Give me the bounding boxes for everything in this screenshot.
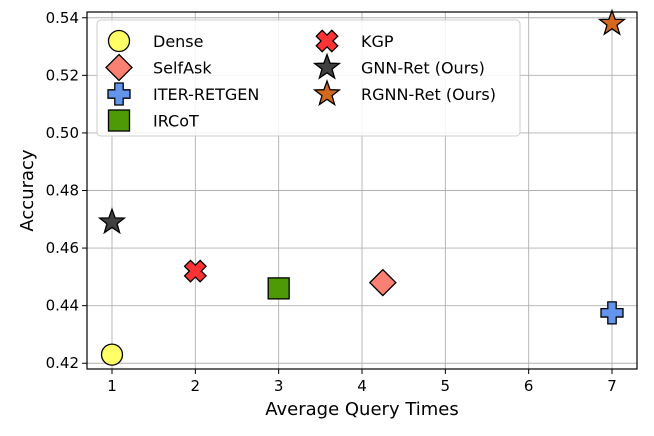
legend: Dense SelfAsk ITER-RETGEN IRCoT KGP GNN-Ret (… — [96, 19, 521, 137]
legend-label: SelfAsk — [153, 59, 212, 78]
legend-box — [96, 19, 521, 137]
legend-marker — [312, 52, 342, 80]
y-tick-label: 0.44 — [46, 297, 79, 315]
y-tick-label: 0.42 — [46, 354, 79, 372]
data-points — [97, 8, 627, 366]
axis-ticks: 1 2 3 4 5 6 7 0.42 0.44 0.46 0.48 0.50 0.52 0.54 — [46, 9, 617, 395]
legend-label: ITER-RETGEN — [153, 85, 259, 104]
x-tick-label: 5 — [441, 377, 451, 395]
data-point — [600, 301, 624, 325]
y-axis-label: Accuracy — [17, 149, 38, 232]
y-tick-label: 0.52 — [46, 66, 79, 84]
x-tick-label: 1 — [107, 377, 117, 395]
y-tick-label: 0.50 — [46, 124, 79, 142]
data-point — [267, 277, 290, 300]
legend-label: KGP — [361, 32, 394, 51]
data-point — [100, 343, 124, 366]
x-tick-label: 6 — [524, 377, 534, 395]
x-tick-label: 4 — [357, 377, 367, 395]
x-axis-label: Average Query Times — [265, 399, 459, 420]
legend-marker — [107, 29, 131, 53]
y-tick-label: 0.48 — [46, 182, 79, 200]
legend-marker — [107, 82, 131, 106]
legend-label: Dense — [153, 32, 203, 51]
x-tick-label: 3 — [274, 377, 284, 395]
data-point — [597, 8, 627, 36]
data-point — [183, 259, 208, 283]
legend-marker — [107, 109, 131, 132]
legend-marker — [312, 79, 342, 107]
legend-label: RGNN-Ret (Ours) — [361, 85, 496, 104]
data-point — [368, 268, 397, 297]
x-tick-label: 2 — [191, 377, 201, 395]
legend-label: GNN-Ret (Ours) — [361, 59, 485, 78]
x-tick-label: 7 — [607, 377, 617, 395]
legend-label: IRCoT — [153, 112, 199, 131]
y-tick-label: 0.46 — [46, 239, 79, 257]
y-tick-label: 0.54 — [46, 9, 79, 27]
plot-frame — [86, 11, 638, 370]
legend-marker — [315, 29, 339, 53]
legend-marker — [105, 53, 133, 82]
data-point — [97, 207, 127, 235]
